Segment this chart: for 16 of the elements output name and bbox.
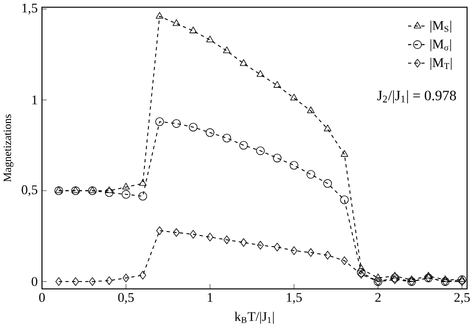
x-tick-label: 0 — [39, 292, 45, 302]
y-axis-title: Magnetizations — [4, 114, 14, 182]
x-tick-label: 1,5 — [286, 292, 302, 304]
legend-label: |M$_{S}$| — [430, 20, 452, 32]
x-tick-label: 2 — [375, 292, 381, 302]
y-tick-label: 1,5 — [22, 3, 38, 14]
x-tick-label: 0,5 — [118, 292, 134, 304]
y-tick-label: 1 — [32, 95, 38, 104]
annotation: J$_{2}$/|J$_{1}$| = 0.978 — [377, 90, 456, 104]
x-tick-label: 2,5 — [454, 292, 470, 304]
x-tick-label: 1 — [208, 292, 213, 302]
x-axis-title: k$_{B}$T/|J$_{1}$| — [234, 311, 274, 324]
y-tick-label: 0 — [32, 276, 38, 286]
y-tick-label: 0,5 — [22, 185, 38, 196]
legend-label: |M$_{T}$| — [430, 58, 452, 70]
legend-label: |M$_{σ}$| — [430, 38, 451, 52]
